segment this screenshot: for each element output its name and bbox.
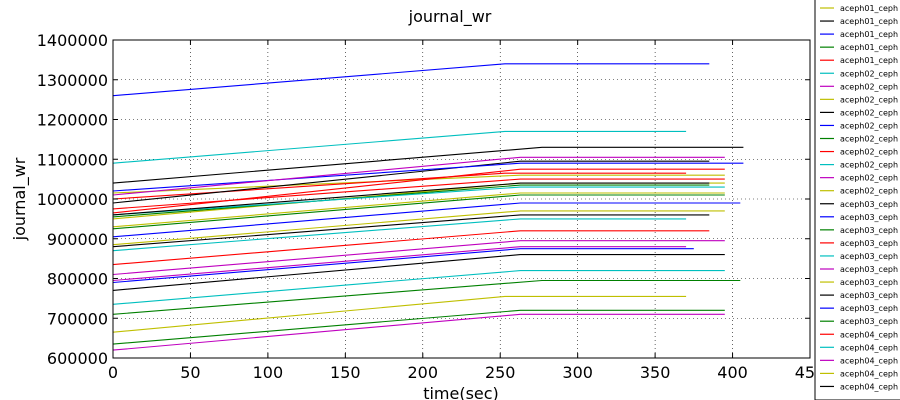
y-tick-label: 800000 — [47, 270, 108, 289]
series-line-8 — [112, 295, 687, 333]
series-line-6 — [112, 130, 687, 164]
legend-label: aceph01_ceph — [840, 43, 898, 52]
legend-label: aceph01_ceph — [840, 4, 898, 13]
y-tick-label: 1200000 — [37, 111, 108, 130]
x-tick-label: 50 — [180, 363, 200, 382]
series-line-4 — [112, 309, 725, 345]
legend-label: aceph04_ceph — [840, 382, 898, 391]
series-line-19 — [112, 230, 710, 266]
series-line-23 — [112, 214, 710, 248]
legend-label: aceph02_ceph — [840, 135, 898, 144]
series-line-18 — [112, 184, 710, 218]
legend-frame — [814, 0, 900, 400]
y-tick-label: 1400000 — [37, 31, 108, 50]
series-line-30 — [112, 182, 710, 216]
series-line-7 — [112, 313, 725, 351]
series-line-14 — [112, 156, 725, 196]
legend-label: aceph03_ceph — [840, 252, 898, 261]
legend: aceph01_cephaceph01_cephaceph01_cephacep… — [814, 0, 900, 400]
series-line-21 — [112, 246, 687, 282]
legend-label: aceph01_ceph — [840, 17, 898, 26]
series-line-11 — [112, 279, 741, 315]
chart-title: journal_wr — [408, 7, 492, 27]
legend-label: aceph02_ceph — [840, 161, 898, 170]
legend-label: aceph01_ceph — [840, 30, 898, 39]
y-tick-labels: 600000 700000 800000 900000 1000000 1100000 12… — [37, 31, 108, 368]
series-line-25 — [112, 194, 725, 230]
legend-label: aceph03_ceph — [840, 226, 898, 235]
legend-label: aceph02_ceph — [840, 187, 898, 196]
axis-ticks — [112, 39, 811, 359]
x-tick-label: 150 — [330, 363, 361, 382]
legend-label: aceph03_ceph — [840, 278, 898, 287]
x-tick-label: 100 — [253, 363, 284, 382]
y-tick-label: 1100000 — [37, 150, 108, 169]
legend-label: aceph02_ceph — [840, 95, 898, 104]
series-line-3 — [112, 63, 710, 97]
x-axis-label: time(sec) — [423, 384, 499, 400]
legend-label: aceph04_ceph — [840, 369, 898, 378]
series-line-28 — [112, 240, 725, 276]
series-line-10 — [112, 162, 744, 192]
legend-label: aceph02_ceph — [840, 121, 898, 130]
x-tick-label: 300 — [562, 363, 593, 382]
y-tick-label: 1300000 — [37, 71, 108, 90]
legend-label: aceph02_ceph — [840, 69, 898, 78]
legend-label: aceph03_ceph — [840, 200, 898, 209]
series-line-27 — [112, 186, 725, 216]
y-tick-label: 600000 — [47, 349, 108, 368]
y-tick-label: 700000 — [47, 309, 108, 328]
y-tick-label: 1000000 — [37, 190, 108, 209]
y-axis-label: journal_wr — [10, 157, 30, 241]
x-tick-label: 400 — [717, 363, 748, 382]
grid-lines — [113, 40, 810, 358]
x-tick-label: 0 — [108, 363, 118, 382]
legend-label: aceph04_ceph — [840, 330, 898, 339]
legend-label: aceph01_ceph — [840, 56, 898, 65]
y-tick-label: 900000 — [47, 230, 108, 249]
legend-label: aceph03_ceph — [840, 317, 898, 326]
legend-label: aceph03_ceph — [840, 239, 898, 248]
x-tick-label: 350 — [640, 363, 671, 382]
series-line-20 — [112, 218, 687, 252]
series-line-17 — [112, 202, 741, 238]
legend-label: aceph03_ceph — [840, 213, 898, 222]
legend-label: aceph03_ceph — [840, 265, 898, 274]
series-line-22 — [112, 210, 725, 246]
series-line-26 — [112, 178, 725, 210]
series-line-5 — [112, 172, 687, 200]
legend-label: aceph03_ceph — [840, 304, 898, 313]
series-lines — [112, 63, 744, 351]
series-line-16 — [112, 254, 725, 291]
x-tick-label: 200 — [408, 363, 439, 382]
series-line-1 — [112, 174, 725, 194]
series-line-13 — [112, 270, 725, 305]
series-line-29 — [112, 192, 725, 228]
legend-label: aceph02_ceph — [840, 82, 898, 91]
legend-label: aceph02_ceph — [840, 148, 898, 157]
legend-label: aceph02_ceph — [840, 174, 898, 183]
legend-label: aceph03_ceph — [840, 291, 898, 300]
x-tick-label: 250 — [485, 363, 516, 382]
legend-label: aceph04_ceph — [840, 356, 898, 365]
series-line-24 — [112, 248, 694, 284]
series-line-9 — [112, 160, 710, 204]
legend-label: aceph04_ceph — [840, 343, 898, 352]
series-line-2 — [112, 146, 744, 184]
legend-label: aceph02_ceph — [840, 108, 898, 117]
series-line-12 — [112, 168, 725, 214]
